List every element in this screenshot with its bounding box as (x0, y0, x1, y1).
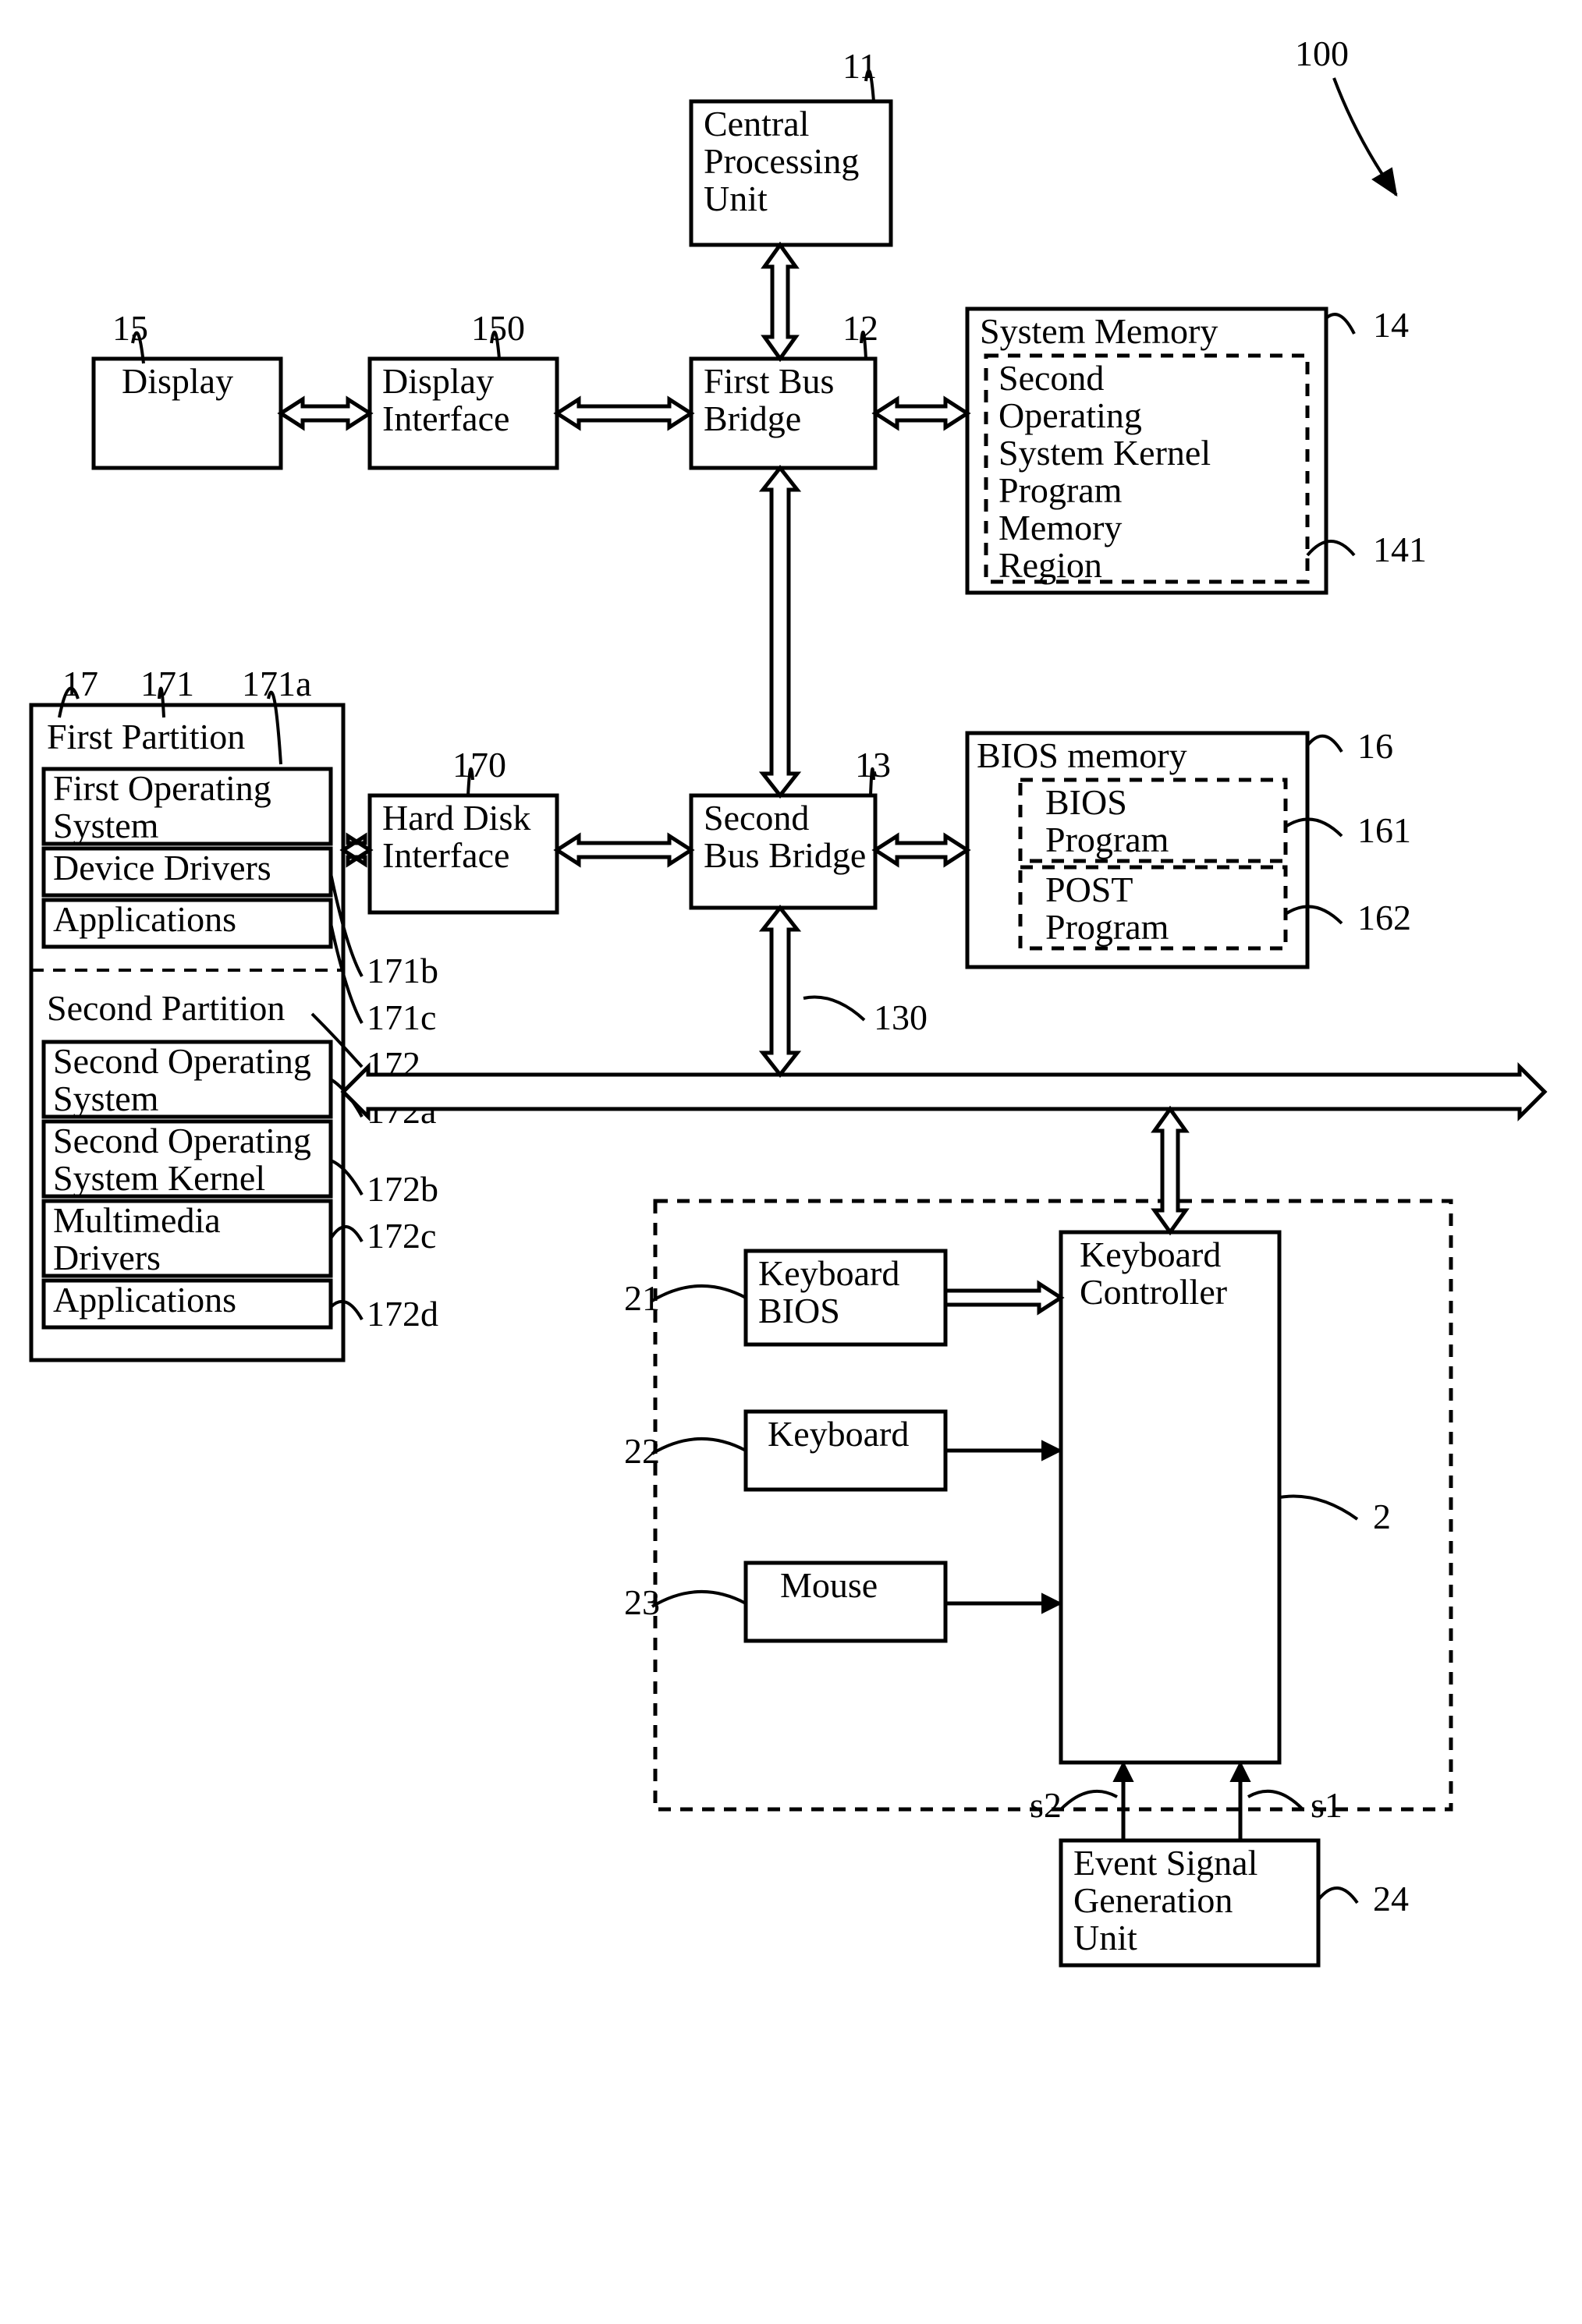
svg-text:Device Drivers: Device Drivers (53, 848, 271, 887)
svg-text:141: 141 (1373, 530, 1427, 569)
svg-text:Applications: Applications (53, 1280, 236, 1320)
svg-text:Applications: Applications (53, 899, 236, 939)
svg-text:Display: Display (122, 361, 233, 401)
svg-text:DisplayInterface: DisplayInterface (382, 361, 509, 438)
svg-text:Keyboard: Keyboard (768, 1414, 909, 1454)
svg-text:171c: 171c (367, 997, 436, 1037)
svg-text:172b: 172b (367, 1169, 438, 1209)
svg-text:First Partition: First Partition (47, 717, 245, 756)
svg-text:100: 100 (1295, 34, 1349, 73)
svg-text:s2: s2 (1030, 1785, 1062, 1825)
svg-text:162: 162 (1357, 898, 1411, 937)
svg-text:161: 161 (1357, 810, 1411, 850)
svg-text:24: 24 (1373, 1879, 1409, 1918)
svg-text:Second Partition: Second Partition (47, 988, 285, 1028)
svg-text:15: 15 (112, 308, 148, 348)
svg-text:14: 14 (1373, 305, 1409, 345)
svg-text:System Memory: System Memory (980, 311, 1218, 351)
svg-text:172d: 172d (367, 1294, 438, 1334)
svg-text:170: 170 (452, 745, 506, 785)
svg-text:23: 23 (624, 1582, 660, 1622)
svg-text:KeyboardController: KeyboardController (1080, 1235, 1227, 1312)
svg-text:16: 16 (1357, 726, 1393, 766)
svg-text:130: 130 (874, 997, 928, 1037)
svg-text:Mouse: Mouse (780, 1565, 878, 1605)
svg-text:BIOS memory: BIOS memory (977, 735, 1187, 775)
svg-text:172c: 172c (367, 1216, 436, 1256)
svg-text:17: 17 (62, 664, 98, 703)
svg-text:171a: 171a (242, 664, 311, 703)
svg-text:s1: s1 (1311, 1785, 1343, 1825)
svg-text:171b: 171b (367, 951, 438, 990)
svg-text:171: 171 (140, 664, 194, 703)
svg-text:Hard DiskInterface: Hard DiskInterface (382, 798, 530, 875)
svg-text:2: 2 (1373, 1497, 1391, 1536)
